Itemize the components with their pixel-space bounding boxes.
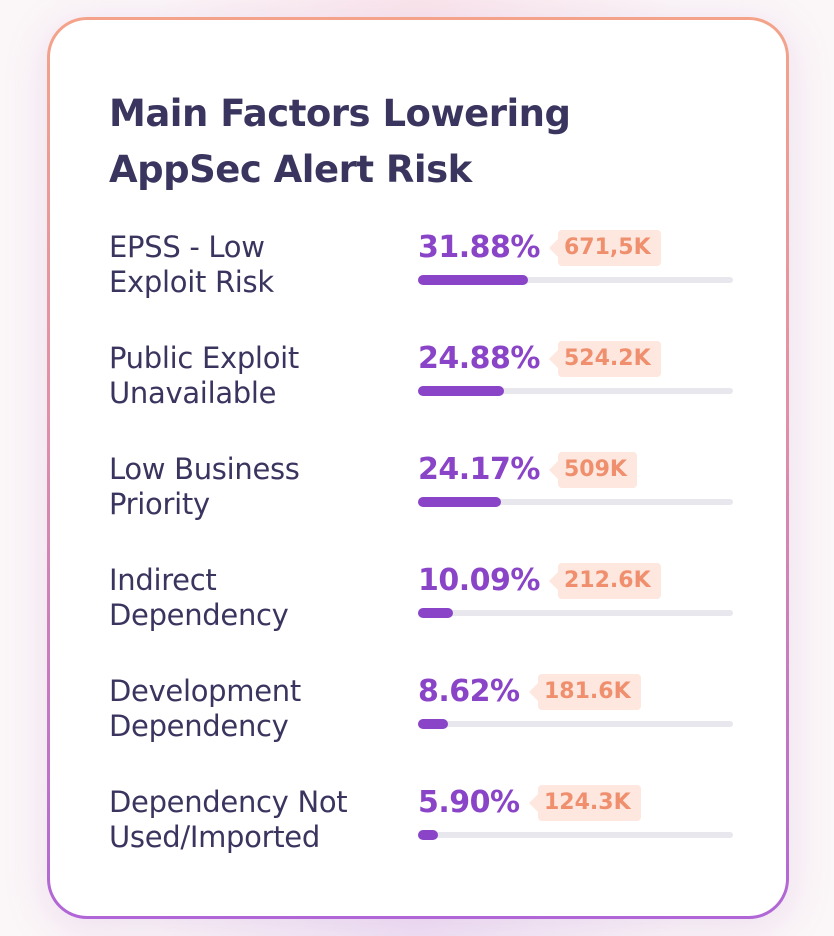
count-badge: 524.2K [549, 341, 661, 377]
factor-row: Low Business Priority 24.17% 509K [50, 452, 786, 532]
factor-label-line: Priority [109, 487, 210, 521]
factor-label: Development Dependency [109, 674, 409, 744]
bar-track [418, 386, 733, 396]
count-badge: 181.6K [529, 674, 641, 710]
count-badge: 671,5K [549, 230, 661, 266]
count-badge: 212.6K [549, 563, 661, 599]
bar-track [418, 497, 733, 507]
factor-label-line: Unavailable [109, 376, 277, 410]
chart-card: Main Factors Lowering AppSec Alert Risk … [47, 17, 789, 919]
bar-fill [418, 830, 439, 840]
factor-label-line: Indirect [109, 563, 217, 597]
bar-fill [418, 608, 453, 618]
factor-label-line: Exploit Risk [109, 265, 274, 299]
factor-label-line: Dependency [109, 709, 289, 743]
chart-title: Main Factors Lowering AppSec Alert Risk [109, 86, 629, 198]
percent-label: 8.62% [418, 674, 520, 709]
factor-label-line: Used/Imported [109, 820, 320, 854]
percent-label: 5.90% [418, 785, 520, 820]
bar-fill [418, 497, 502, 507]
factor-label-line: EPSS - Low [109, 230, 265, 264]
factor-label-line: Public Exploit [109, 341, 299, 375]
factor-row: EPSS - Low Exploit Risk 31.88% 671,5K [50, 230, 786, 310]
percent-label: 31.88% [418, 230, 540, 265]
factor-label-line: Dependency Not [109, 785, 348, 819]
bar-fill [418, 386, 504, 396]
factor-label-line: Low Business [109, 452, 300, 486]
factor-row: Development Dependency 8.62% 181.6K [50, 674, 786, 754]
factor-row: Public Exploit Unavailable 24.88% 524.2K [50, 341, 786, 421]
bar-fill [418, 275, 528, 285]
chart-title-line-2: AppSec Alert Risk [109, 148, 472, 191]
percent-label: 24.17% [418, 452, 540, 487]
factor-label: Dependency Not Used/Imported [109, 785, 409, 855]
percent-label: 10.09% [418, 563, 540, 598]
factor-label-line: Dependency [109, 598, 289, 632]
factor-label: EPSS - Low Exploit Risk [109, 230, 409, 300]
chart-title-line-1: Main Factors Lowering [109, 92, 571, 135]
factor-label-line: Development [109, 674, 301, 708]
factor-label: Indirect Dependency [109, 563, 409, 633]
bar-track [418, 719, 733, 729]
percent-label: 24.88% [418, 341, 540, 376]
factor-label: Public Exploit Unavailable [109, 341, 409, 411]
bar-track [418, 830, 733, 840]
count-badge: 509K [549, 452, 637, 488]
factor-row: Dependency Not Used/Imported 5.90% 124.3K [50, 785, 786, 865]
bar-track [418, 275, 733, 285]
count-badge: 124.3K [529, 785, 641, 821]
chart-card-body: Main Factors Lowering AppSec Alert Risk … [50, 20, 786, 916]
bar-fill [418, 719, 448, 729]
factor-label: Low Business Priority [109, 452, 409, 522]
bar-track [418, 608, 733, 618]
factor-row: Indirect Dependency 10.09% 212.6K [50, 563, 786, 643]
